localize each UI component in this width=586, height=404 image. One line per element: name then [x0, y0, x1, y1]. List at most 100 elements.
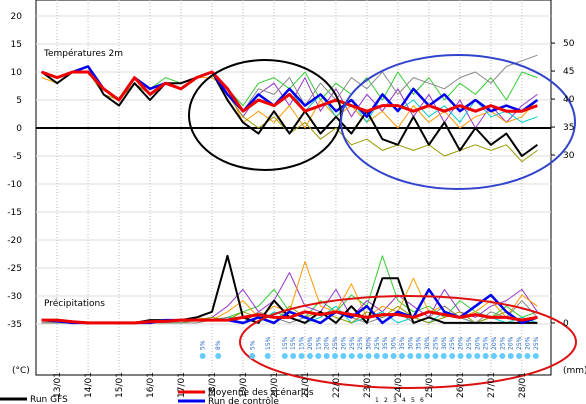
x-tick-label: 25/01 — [425, 372, 435, 398]
snow-probability: 30% — [391, 336, 398, 350]
snow-probability: 35% — [416, 336, 423, 350]
snow-probability: 15% — [290, 336, 297, 350]
snow-probability: 25% — [466, 336, 473, 350]
snow-probability: 35% — [399, 336, 406, 350]
snow-icon — [465, 353, 472, 359]
y-tick-label: -35 — [7, 320, 22, 330]
snow-icon — [499, 353, 506, 359]
x-tick-label: 23/01 — [363, 372, 373, 398]
y-tick-label: -15 — [7, 208, 22, 218]
snow-icon — [281, 353, 288, 359]
x-tick-label: 16/01 — [146, 372, 156, 398]
y2-tick-label: 30 — [563, 151, 575, 161]
x-tick-label: 17/01 — [177, 372, 187, 398]
x-tick-label: 15/01 — [115, 372, 125, 398]
x-tick-label: 26/01 — [456, 372, 466, 398]
snow-probability: 25% — [332, 336, 339, 350]
x-tick-label: 24/01 — [394, 372, 404, 398]
x-tick-label: 14/01 — [84, 372, 94, 398]
snow-probability: 30% — [365, 336, 372, 350]
snow-probability: 20% — [340, 336, 347, 350]
temperature-line — [41, 65, 538, 157]
x-tick-label: 13/01 — [53, 372, 63, 398]
y2-tick-label: 40 — [563, 95, 575, 105]
snow-probability: 25% — [516, 336, 523, 350]
snow-probability: 35% — [382, 336, 389, 350]
y-tick-label: 10 — [11, 68, 23, 78]
snow-icon — [323, 353, 330, 359]
snow-icon — [424, 353, 431, 359]
x-tick-label: 27/01 — [487, 372, 497, 398]
y-axis-label: (°C) — [12, 366, 30, 376]
x-tick-label: 18/01 — [208, 372, 218, 398]
snow-probability: 20% — [307, 336, 314, 350]
y2-tick-label: 50 — [563, 39, 575, 49]
y2-tick-label: 45 — [563, 67, 574, 77]
x-tick-label: 19/01 — [239, 372, 249, 398]
member-label: 2 — [384, 397, 388, 404]
y-tick-label: 5 — [16, 96, 22, 106]
member-label: 1 — [375, 397, 379, 404]
snow-probability: 5% — [249, 340, 256, 350]
snow-probability: 20% — [491, 336, 498, 350]
snow-icon — [524, 353, 531, 359]
snow-icon — [373, 353, 380, 359]
precip-label: Précipitations — [44, 298, 105, 309]
snow-icon — [457, 353, 464, 359]
snow-probability: 30% — [407, 336, 414, 350]
x-tick-label: 22/01 — [332, 372, 342, 398]
precipitation-line — [41, 310, 538, 325]
snow-icon — [398, 353, 405, 359]
snow-probability: 15% — [315, 336, 322, 350]
snow-icon — [440, 353, 447, 359]
snow-probability: 20% — [474, 336, 481, 350]
snow-probability: 15% — [299, 336, 306, 350]
snow-icon — [382, 353, 389, 359]
y2-axis-label: (mm) — [563, 366, 586, 376]
snow-probability: 25% — [483, 336, 490, 350]
snow-probability: 25% — [374, 336, 381, 350]
snow-icon — [298, 353, 305, 359]
snow-icon — [532, 353, 539, 359]
snow-probability: 15% — [282, 336, 289, 350]
member-label: 3 — [393, 397, 397, 404]
snow-icon — [516, 353, 523, 359]
snow-icon — [249, 353, 256, 359]
annotation-ellipse — [340, 54, 576, 190]
snow-icon — [215, 353, 222, 359]
y-tick-label: -25 — [7, 264, 22, 274]
snow-probability: 25% — [357, 336, 364, 350]
snow-icon — [432, 353, 439, 359]
snow-icon — [415, 353, 422, 359]
snow-probability: 30% — [441, 336, 448, 350]
y-tick-label: 20 — [11, 12, 23, 22]
snow-probability: 20% — [324, 336, 331, 350]
y-tick-label: -20 — [7, 236, 22, 246]
snow-icon — [199, 353, 206, 359]
snow-icon — [449, 353, 456, 359]
member-label: 6 — [420, 397, 424, 404]
snow-icon — [264, 353, 271, 359]
snow-probability: 25% — [533, 336, 540, 350]
annotation-ellipse — [239, 295, 577, 389]
snow-icon — [407, 353, 414, 359]
snow-probability: 20% — [524, 336, 531, 350]
x-tick-label: 21/01 — [301, 372, 311, 398]
snow-probability: 25% — [432, 336, 439, 350]
legend-label: Run GFS — [30, 395, 68, 404]
snow-icon — [290, 353, 297, 359]
snow-probability: 8% — [215, 340, 222, 350]
x-tick-label: 28/01 — [518, 372, 528, 398]
snow-probability: 25% — [449, 336, 456, 350]
member-label: 5 — [411, 397, 415, 404]
snow-icon — [315, 353, 322, 359]
snow-probability: 15% — [265, 336, 272, 350]
x-tick-label: 20/01 — [270, 372, 280, 398]
snow-icon — [390, 353, 397, 359]
y2-tick-label: 0 — [563, 319, 569, 329]
snow-icon — [365, 353, 372, 359]
y-tick-label: -5 — [13, 152, 22, 162]
temp-label: Températures 2m — [43, 48, 123, 59]
